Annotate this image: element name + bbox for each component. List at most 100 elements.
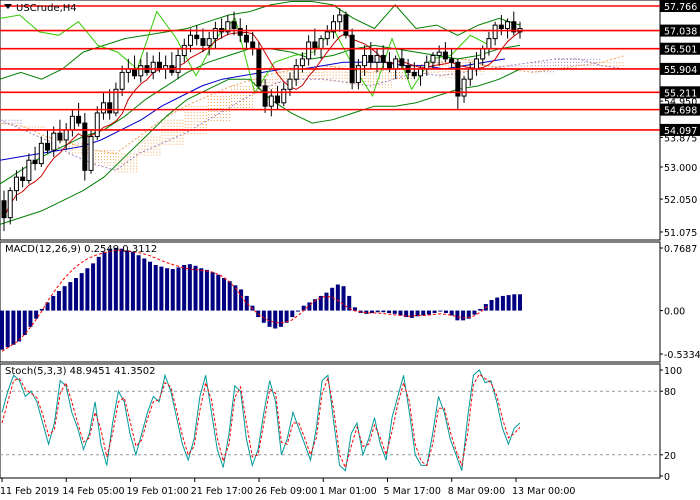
price-tick-label: 54.950: [664, 97, 697, 108]
candle-up: [119, 71, 125, 90]
macd-histogram-bar: [28, 310, 33, 327]
macd-histogram-bar: [244, 295, 249, 311]
macd-histogram-bar: [96, 256, 101, 311]
macd-histogram-bar: [444, 310, 448, 314]
macd-histogram-bar: [506, 295, 511, 311]
candle-down: [32, 159, 38, 165]
candle-up: [467, 68, 473, 80]
candle-up: [13, 176, 19, 192]
price-level-label: 54.698: [664, 106, 697, 117]
candle-down: [237, 27, 243, 36]
macd-pane-title: MACD(12,26,9) 0.2549 0.3112: [5, 244, 157, 255]
candle-up: [287, 78, 293, 90]
price-level-marker: [660, 62, 700, 75]
macd-histogram-bar: [324, 292, 329, 311]
candle-up: [188, 34, 194, 46]
macd-histogram-bar: [170, 269, 175, 311]
candle-down: [1, 200, 7, 219]
macd-histogram-bar: [261, 310, 266, 323]
macd-histogram-bar: [307, 302, 312, 311]
time-tick-label: 5 Mar 17:00: [384, 486, 441, 497]
macd-histogram-bar: [176, 267, 181, 311]
macd-histogram-bar: [341, 286, 346, 311]
time-tick-label: 26 Feb 09:00: [255, 486, 317, 497]
macd-histogram-bar: [478, 308, 483, 311]
candle-up: [324, 31, 330, 40]
macd-histogram-bar: [210, 272, 215, 311]
candle-up: [63, 129, 69, 141]
candle-down: [411, 71, 417, 77]
price-level-marker: [660, 24, 700, 37]
stochastic-tick-label: 100: [664, 366, 682, 377]
macd-histogram-bar: [74, 278, 78, 311]
indicator-line-lime: [0, 10, 491, 98]
price-level-label: 54.097: [664, 126, 697, 137]
price-level-marker: [660, 123, 700, 136]
macd-histogram-bar: [347, 295, 352, 311]
symbol-dropdown-icon: [4, 4, 12, 9]
macd-histogram-bar: [381, 310, 386, 313]
macd-histogram-bar: [22, 310, 27, 335]
macd-histogram-bar: [17, 310, 22, 342]
macd-histogram-bar: [296, 310, 300, 312]
stochastic-pane: 100 80 20 0: [0, 363, 682, 483]
price-tick-label: 51.075: [664, 228, 697, 239]
candle-down: [349, 34, 355, 84]
moving-average-red: [3, 31, 521, 218]
time-tick-label: 8 Mar 09:00: [448, 486, 505, 497]
price-tick-label: 53.875: [664, 133, 697, 144]
candle-up: [225, 21, 231, 33]
candle-up: [299, 58, 305, 67]
macd-histogram-bar: [193, 265, 198, 311]
macd-histogram-bar: [125, 250, 130, 311]
candle-down: [243, 34, 249, 43]
macd-histogram-bar: [256, 310, 261, 318]
macd-histogram-bar: [518, 294, 522, 311]
macd-histogram-bar: [91, 263, 96, 311]
macd-histogram-bar: [68, 282, 73, 311]
price-level-label: 56.501: [664, 45, 697, 56]
time-axis: 11 Feb 2019 14 Feb 05:00 19 Feb 01:00 21 Fe…: [0, 478, 575, 497]
candle-up: [424, 61, 430, 70]
macd-histogram-bar: [142, 258, 147, 311]
macd-histogram-bar: [153, 264, 158, 311]
candle-up: [473, 58, 479, 70]
macd-histogram-bar: [273, 310, 278, 329]
macd-histogram-bar: [108, 248, 113, 311]
price-tick-label: 52.050: [664, 195, 697, 206]
candle-up: [461, 78, 467, 97]
time-tick-label: 13 Mar 00:00: [512, 486, 575, 497]
candle-up: [94, 112, 100, 138]
candle-up: [486, 38, 492, 50]
candle-up: [362, 55, 368, 67]
macd-histogram-bar: [455, 310, 460, 321]
macd-histogram-bar: [204, 269, 209, 311]
stochastic-tick-label: 80: [664, 387, 676, 398]
macd-histogram-bar: [392, 310, 397, 314]
macd-histogram-bar: [415, 310, 420, 317]
macd-histogram-bar: [387, 310, 392, 314]
candle-down: [455, 61, 461, 97]
candle-down: [45, 142, 51, 151]
candle-down: [343, 14, 349, 36]
price-level-label: 55.211: [664, 88, 697, 99]
macd-histogram-bar: [51, 295, 56, 311]
macd-histogram-bar: [182, 264, 187, 311]
time-tick-label: 1 Mar 01:00: [319, 486, 376, 497]
macd-signal-line: [1, 249, 488, 352]
candle-up: [100, 102, 106, 114]
price-level-label: 57.766: [664, 2, 697, 13]
candle-up: [505, 21, 511, 29]
macd-histogram-bar: [449, 310, 454, 316]
macd-histogram-bar: [398, 310, 403, 316]
macd-histogram-bar: [472, 310, 477, 315]
candle-down: [386, 61, 392, 70]
macd-tick-label: -0.5334: [664, 350, 700, 361]
macd-histogram-bar: [79, 273, 84, 311]
macd-histogram-bar: [119, 248, 124, 311]
candle-up: [306, 41, 312, 60]
candle-up: [330, 21, 336, 33]
candle-up: [181, 44, 187, 57]
price-pane: 57.766 57.038 56.501 55.904 55.21154.95054.6…: [0, 0, 700, 241]
macd-histogram-bar: [330, 287, 335, 311]
